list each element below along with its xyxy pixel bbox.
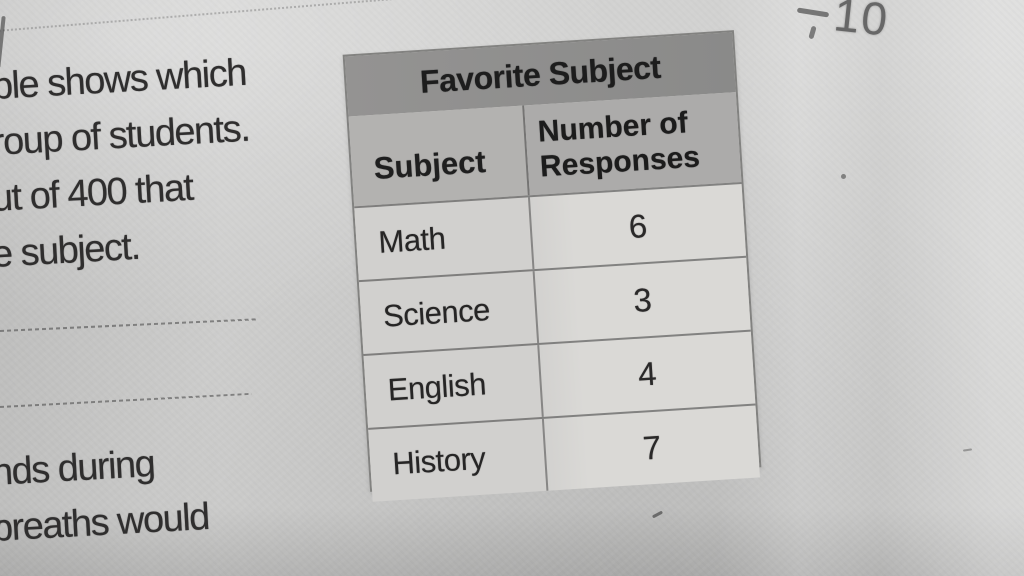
row-responses: 6 [627,206,649,246]
row-responses: 4 [636,354,658,393]
paper-speck [841,174,846,179]
row-subject: History [368,418,549,502]
row-subject: Math [354,197,535,281]
row-subject: English [363,344,544,428]
left-text-line-1: ble shows which [0,51,247,108]
bottom-text-line-1: nds during [0,442,156,494]
photo-edge-artifact [0,15,6,69]
handwritten-dash-stroke [796,7,830,18]
left-text-line-2: roup of students. [0,107,251,164]
header-subject: Subject [348,105,530,207]
paper-crease-line [0,0,399,32]
row-subject: Science [358,271,540,355]
handwritten-number: 10 [831,0,892,46]
answer-blank-line [0,318,258,332]
handwritten-tick-stroke [808,25,817,40]
favorite-subject-table: Favorite Subject Subject Number of Respo… [342,30,762,502]
bottom-text-line-2: breaths would [0,495,210,550]
paper-speck [962,448,973,452]
left-text-line-4: e subject. [0,225,141,276]
row-responses: 7 [641,428,663,467]
row-responses: 3 [632,280,653,319]
stray-pencil-mark [651,510,664,519]
left-text-line-3: ut of 400 that [0,166,194,220]
header-number-of-responses: Number of Responses [524,92,742,196]
answer-blank-line [0,392,252,408]
